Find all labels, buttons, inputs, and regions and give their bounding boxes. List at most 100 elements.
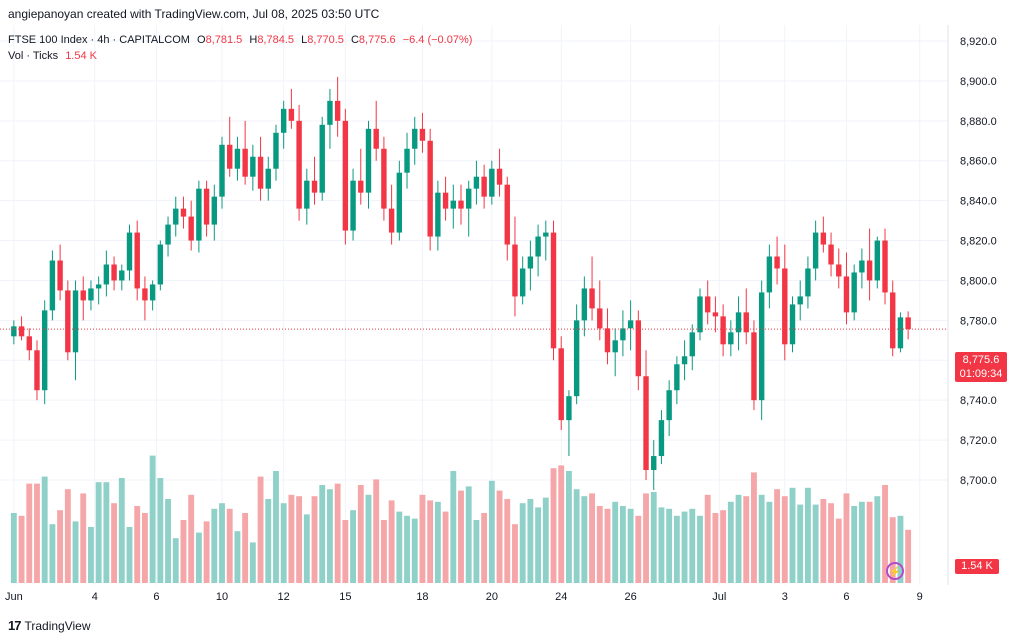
time-tick-label: 9 — [917, 591, 923, 603]
candle-body — [543, 232, 549, 237]
price-axis[interactable]: 8,920.0 8,900.0 8,880.0 8,860.0 8,840.0 8,820… — [960, 36, 997, 487]
volume-bar — [72, 521, 79, 583]
price-tick-label: 8,740.0 — [960, 395, 997, 407]
candle-body — [627, 320, 634, 329]
time-tick-label: Jul — [712, 591, 726, 603]
last-price-tag: 8,775.6 01:09:34 — [955, 352, 1007, 382]
time-tick-label: 24 — [555, 591, 567, 603]
volume-bar — [342, 520, 349, 583]
candle-body — [504, 184, 510, 245]
price-tick-label: 8,900.0 — [960, 76, 997, 88]
volume-bar — [566, 471, 572, 583]
candle-body — [265, 168, 271, 189]
candle-body — [404, 148, 410, 173]
attribution-text: angiepanoyan created with TradingView.co… — [8, 7, 380, 21]
candle-body — [72, 290, 79, 353]
time-axis[interactable]: Jun 4 6 10 12 15 18 20 24 26 Jul 3 6 9 — [5, 591, 923, 603]
volume-bar — [866, 501, 873, 583]
volume-bar — [673, 515, 680, 583]
volume-bar — [697, 515, 703, 583]
candle-body — [149, 284, 156, 301]
volume-bar — [689, 508, 696, 583]
volume-bar — [889, 517, 896, 583]
candle-body — [427, 140, 433, 237]
candle-body — [142, 288, 148, 301]
volume-bar — [411, 518, 418, 583]
volume-bar — [157, 478, 164, 583]
volume-bar — [666, 508, 673, 583]
volume-bar — [203, 521, 210, 583]
candle-body — [165, 224, 171, 245]
volume-bar — [519, 503, 526, 583]
volume-bar — [897, 515, 904, 583]
candle-body — [890, 292, 896, 349]
candle-body — [304, 180, 310, 209]
candle-body — [535, 236, 541, 257]
symbol-legend[interactable]: FTSE 100 Index · 4h · CAPITALCOM O8,781.… — [8, 34, 472, 46]
time-tick-label: 4 — [92, 591, 98, 603]
low-value: 8,770.5 — [307, 34, 344, 46]
bar-countdown: 01:09:34 — [959, 368, 1003, 380]
volume-bar — [712, 513, 719, 583]
volume-bar — [542, 497, 549, 583]
candle-body — [481, 176, 487, 197]
candle-body — [95, 284, 102, 289]
volume-bar — [234, 531, 241, 583]
volume-title[interactable]: Vol · Ticks — [8, 50, 59, 62]
volume-bar — [34, 483, 40, 583]
volume-bar — [165, 499, 171, 583]
candle-body — [26, 336, 32, 351]
candle-body — [851, 272, 857, 313]
candle-body — [720, 316, 726, 345]
volume-bar — [797, 504, 804, 583]
volume-bar — [481, 513, 488, 583]
volume-bar — [789, 487, 796, 583]
high-label: H — [249, 34, 258, 46]
lightning-icon[interactable]: ⚡ — [886, 562, 904, 580]
volume-bar — [396, 511, 403, 583]
candle-body — [412, 128, 418, 149]
candle-body — [334, 100, 341, 121]
candle-body — [573, 320, 580, 397]
volume-bar — [450, 471, 457, 583]
candle-body — [41, 310, 48, 391]
candle-body — [103, 264, 110, 285]
price-tick-label: 8,860.0 — [960, 156, 997, 168]
volume-bar — [365, 494, 372, 583]
price-tick-label: 8,720.0 — [960, 435, 997, 447]
candle-body — [774, 256, 780, 269]
candle-body — [49, 260, 56, 311]
volume-bar — [681, 511, 688, 583]
volume-bar — [134, 506, 141, 583]
time-tick-label: 12 — [278, 591, 290, 603]
volume-bar — [573, 489, 580, 583]
volume-bar — [658, 507, 665, 583]
candle-body — [697, 296, 703, 333]
candle-body — [188, 216, 194, 241]
candle-body — [766, 256, 773, 293]
candle-body — [126, 232, 133, 271]
open-value: 8,781.5 — [205, 34, 243, 46]
volume-bar — [442, 511, 449, 583]
symbol-title[interactable]: FTSE 100 Index · 4h · CAPITALCOM — [8, 34, 190, 46]
volume-bar — [180, 520, 187, 583]
volume-bar — [195, 532, 202, 583]
candle-body — [882, 240, 888, 293]
tradingview-icon: 17 — [8, 618, 22, 633]
candle-body — [689, 332, 695, 357]
low-label: L — [301, 34, 308, 46]
volume-value: 1.54 K — [65, 50, 97, 62]
volume-legend[interactable]: Vol · Ticks 1.54 K — [8, 50, 97, 62]
volume-bar — [172, 538, 179, 583]
volume-bar — [589, 493, 595, 583]
volume-bar — [812, 504, 819, 583]
volume-bar — [743, 496, 750, 583]
candle-body — [111, 264, 117, 281]
volume-bar — [835, 518, 842, 583]
candle-body — [80, 290, 86, 301]
volume-bar — [751, 472, 757, 583]
candle-body — [466, 188, 472, 209]
candle-body — [219, 144, 225, 197]
volume-bar — [627, 508, 634, 583]
